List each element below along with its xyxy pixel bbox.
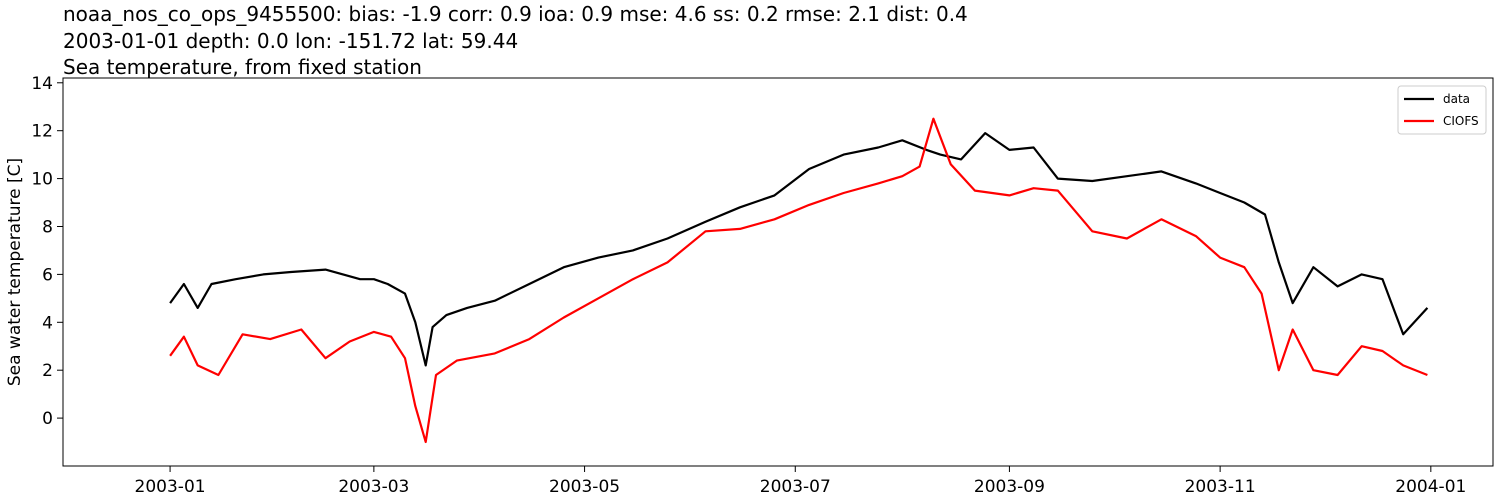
chart-title-line-3: Sea temperature, from fixed station — [63, 55, 422, 79]
legend-label-ciofs: CIOFS — [1443, 114, 1479, 128]
series-line-data — [169, 132, 1429, 367]
y-tick-label: 2 — [42, 361, 53, 381]
chart-title-line-2: 2003-01-01 depth: 0.0 lon: -151.72 lat: … — [63, 29, 519, 53]
legend: data CIOFS — [1397, 85, 1487, 135]
y-tick-label: 0 — [42, 409, 53, 429]
y-tick-label: 10 — [31, 170, 53, 190]
x-tick-label: 2003-09 — [974, 477, 1045, 497]
y-tick-label: 12 — [31, 122, 53, 142]
series-line-ciofs — [169, 117, 1428, 444]
y-axis: 0 2 4 6 8 10 12 14 — [31, 74, 63, 429]
chart-title-line-1: noaa_nos_co_ops_9455500: bias: -1.9 corr… — [63, 2, 968, 26]
x-axis: 2003-01 2003-03 2003-05 2003-07 2003-09 2003-… — [135, 466, 1466, 497]
x-tick-label: 2004-01 — [1395, 477, 1466, 497]
series-layer — [169, 117, 1429, 444]
legend-label-data: data — [1443, 92, 1470, 106]
y-tick-label: 6 — [42, 265, 53, 285]
x-tick-label: 2003-07 — [760, 477, 831, 497]
y-axis-label: Sea water temperature [C] — [5, 158, 25, 386]
plot-frame — [62, 77, 1494, 467]
y-tick-label: 14 — [31, 74, 53, 94]
y-tick-label: 4 — [42, 313, 53, 333]
y-tick-label: 8 — [42, 217, 53, 237]
x-tick-label: 2003-01 — [135, 477, 206, 497]
x-tick-label: 2003-03 — [338, 477, 409, 497]
x-tick-label: 2003-05 — [549, 477, 620, 497]
x-tick-label: 2003-11 — [1185, 477, 1256, 497]
